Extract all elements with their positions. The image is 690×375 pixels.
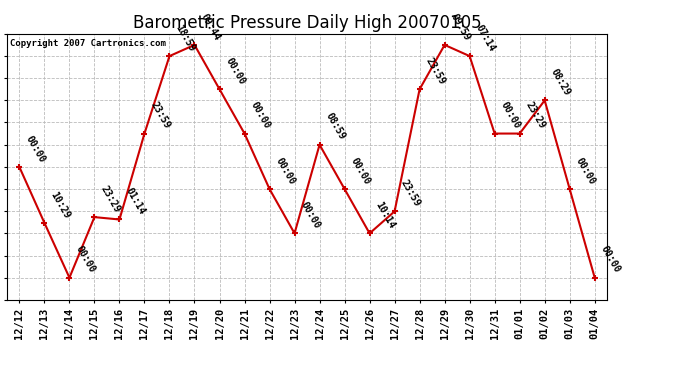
Text: 23:29: 23:29	[524, 100, 547, 131]
Text: 10:14: 10:14	[374, 200, 397, 231]
Text: 00:00: 00:00	[348, 156, 372, 186]
Text: 09:44: 09:44	[199, 12, 222, 42]
Text: 00:00: 00:00	[599, 244, 622, 275]
Text: 00:00: 00:00	[574, 156, 598, 186]
Text: 08:29: 08:29	[549, 67, 572, 98]
Text: 09:59: 09:59	[448, 12, 472, 42]
Text: 10:29: 10:29	[48, 190, 72, 220]
Text: 08:59: 08:59	[324, 111, 347, 142]
Text: 00:00: 00:00	[274, 156, 297, 186]
Text: 00:00: 00:00	[224, 56, 247, 87]
Text: Copyright 2007 Cartronics.com: Copyright 2007 Cartronics.com	[10, 39, 166, 48]
Text: 00:00: 00:00	[299, 200, 322, 231]
Text: 23:59: 23:59	[399, 178, 422, 209]
Text: 00:00: 00:00	[499, 100, 522, 131]
Text: 01:14: 01:14	[124, 186, 147, 217]
Text: 18:59: 18:59	[174, 23, 197, 53]
Text: 00:00: 00:00	[23, 134, 47, 164]
Text: 23:59: 23:59	[148, 100, 172, 131]
Text: 07:14: 07:14	[474, 23, 497, 53]
Text: 00:00: 00:00	[248, 100, 272, 131]
Title: Barometric Pressure Daily High 20070105: Barometric Pressure Daily High 20070105	[132, 14, 482, 32]
Text: 00:00: 00:00	[74, 244, 97, 275]
Text: 23:59: 23:59	[424, 56, 447, 87]
Text: 23:29: 23:29	[99, 184, 122, 214]
